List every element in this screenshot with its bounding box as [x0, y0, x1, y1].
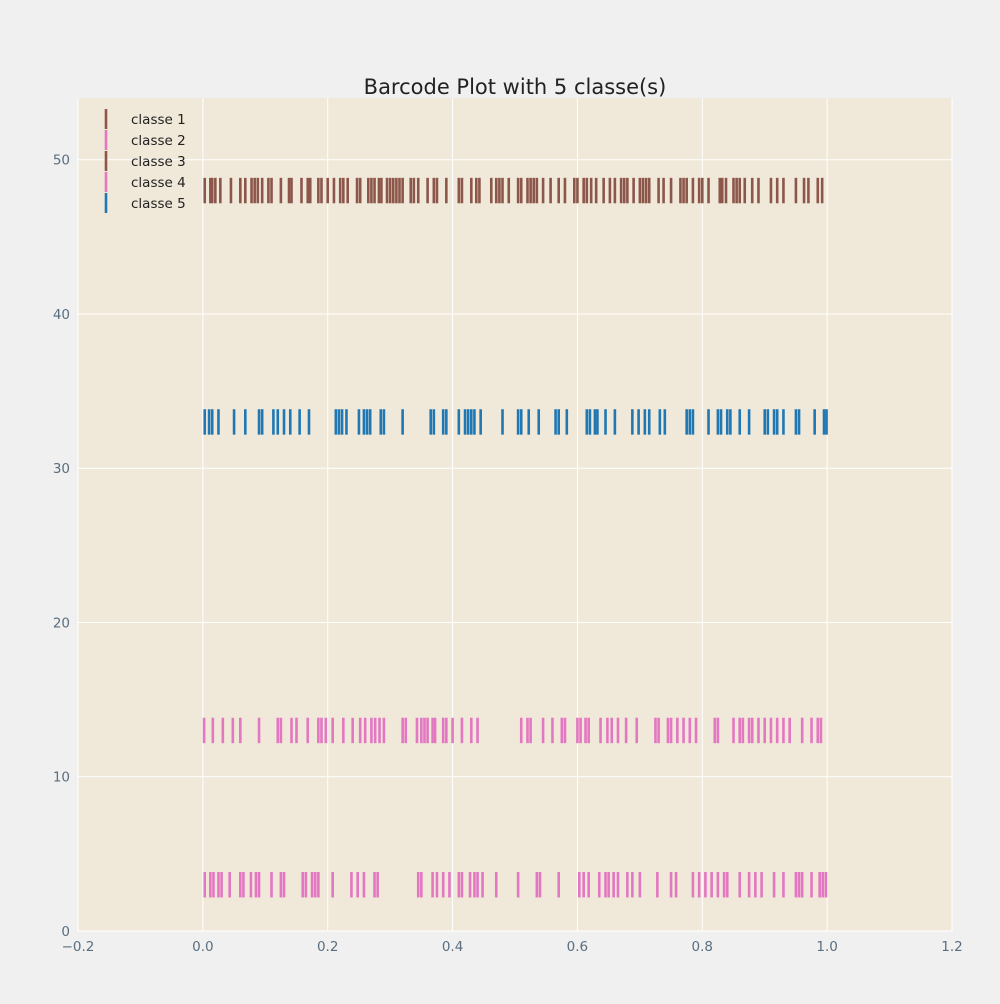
plot-background	[78, 98, 952, 931]
legend-label: classe 1	[131, 112, 186, 128]
chart-title: Barcode Plot with 5 classe(s)	[364, 75, 667, 99]
y-tick-label: 40	[53, 307, 70, 323]
x-tick-label: 0.4	[442, 939, 463, 955]
y-tick-label: 10	[53, 770, 70, 786]
legend-label: classe 4	[131, 175, 186, 191]
x-tick-label: 1.0	[816, 939, 837, 955]
x-tick-label: 0.6	[567, 939, 588, 955]
x-tick-label: −0.2	[62, 939, 95, 955]
plot-area	[78, 98, 952, 931]
legend-label: classe 3	[131, 154, 186, 170]
x-tick-label: 0.2	[317, 939, 338, 955]
y-tick-label: 0	[61, 924, 70, 940]
legend-label: classe 5	[131, 196, 186, 212]
legend-label: classe 2	[131, 133, 186, 149]
x-tick-label: 1.2	[941, 939, 962, 955]
x-tick-label: 0.0	[192, 939, 213, 955]
x-tick-label: 0.8	[692, 939, 713, 955]
y-tick-label: 50	[53, 153, 70, 169]
y-tick-label: 20	[53, 615, 70, 631]
y-tick-label: 30	[53, 461, 70, 477]
